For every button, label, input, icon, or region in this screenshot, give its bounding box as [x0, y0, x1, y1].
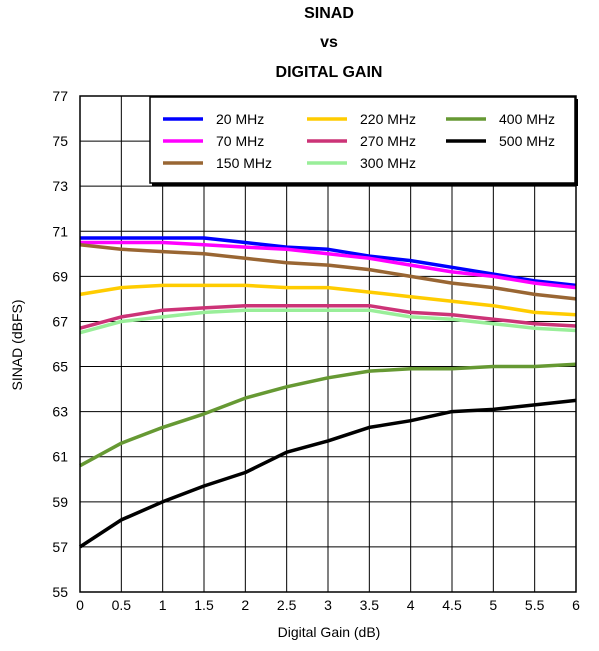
y-tick-label: 59 [52, 494, 68, 510]
x-tick-label: 5 [489, 597, 497, 613]
title-line-2: vs [320, 34, 338, 51]
series-line-70-mhz [80, 240, 577, 290]
series-line-300-mhz [79, 308, 577, 335]
x-tick-label: 3 [324, 597, 332, 613]
y-tick-label: 67 [52, 313, 68, 329]
legend-label-220-mhz: 220 MHz [360, 111, 416, 127]
x-tick-label: 0.5 [112, 597, 132, 613]
y-tick-label: 57 [52, 539, 68, 555]
x-tick-labels: 0 0.5 1 1.5 2 2.5 3 3.5 4 4.5 5 5.5 6 [76, 597, 580, 613]
legend-label-400-mhz: 400 MHz [499, 111, 555, 127]
x-tick-label: 1 [159, 597, 167, 613]
title-line-1: SINAD [304, 5, 354, 22]
y-tick-label: 65 [52, 359, 68, 375]
series-line-270-mhz [79, 303, 577, 330]
y-tick-label: 73 [52, 178, 68, 194]
series-line-220-mhz [79, 283, 577, 317]
plot-area-border [79, 95, 577, 593]
legend-label-150-mhz: 150 MHz [216, 155, 272, 171]
x-tick-label: 2 [241, 597, 249, 613]
x-tick-label: 3.5 [360, 597, 380, 613]
y-tick-label: 63 [52, 404, 68, 420]
x-tick-label: 1.5 [194, 597, 214, 613]
x-tick-label: 2.5 [277, 597, 297, 613]
legend-label-500-mhz: 500 MHz [499, 133, 555, 149]
chart-title: SINAD vs DIGITAL GAIN [276, 5, 383, 81]
series-line-500-mhz [79, 398, 577, 549]
legend-box [149, 96, 576, 184]
x-tick-label: 5.5 [525, 597, 545, 613]
legend-label-20-mhz: 20 MHz [216, 111, 264, 127]
title-line-3: DIGITAL GAIN [276, 64, 383, 81]
series-line-150-mhz [79, 243, 577, 301]
y-tick-label: 75 [52, 133, 68, 149]
y-tick-label: 55 [52, 584, 68, 600]
legend-label-70-mhz: 70 MHz [216, 133, 264, 149]
x-tick-label: 6 [572, 597, 580, 613]
y-tick-label: 69 [52, 268, 68, 284]
y-tick-labels: 55 57 59 61 63 65 67 69 71 73 75 77 [52, 88, 68, 600]
series-lines [79, 236, 577, 549]
series-line-20-mhz [80, 236, 577, 288]
x-axis-label: Digital Gain (dB) [278, 624, 381, 640]
y-axis-label: SINAD (dBFS) [9, 299, 25, 390]
x-tick-label: 4 [407, 597, 415, 613]
legend-label-270-mhz: 270 MHz [360, 133, 416, 149]
x-tick-label: 0 [76, 597, 84, 613]
legend: 20 MHz 70 MHz 150 MHz 220 MHz 270 MHz 300 MHz… [149, 96, 578, 186]
legend-label-300-mhz: 300 MHz [360, 155, 416, 171]
y-tick-label: 71 [52, 223, 68, 239]
series-line-400-mhz [79, 362, 577, 468]
y-tick-label: 77 [52, 88, 68, 104]
y-tick-label: 61 [52, 449, 68, 465]
x-tick-label: 4.5 [442, 597, 462, 613]
